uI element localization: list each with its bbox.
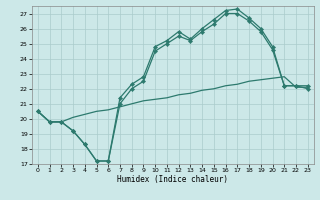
- X-axis label: Humidex (Indice chaleur): Humidex (Indice chaleur): [117, 175, 228, 184]
